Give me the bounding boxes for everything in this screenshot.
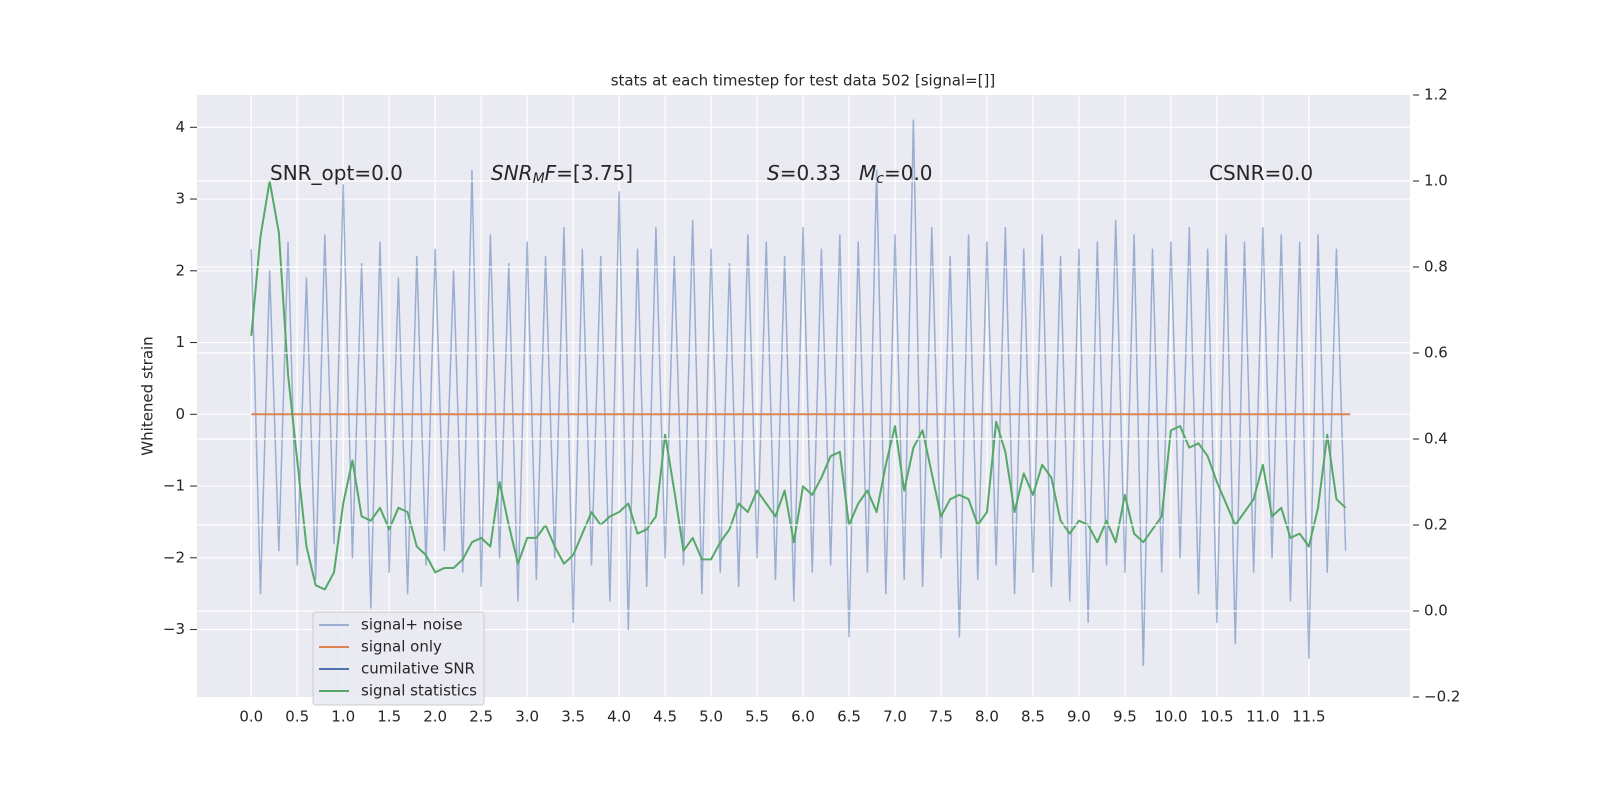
annotation-part: SNR xyxy=(491,161,533,185)
annotation-part: =[3.75] xyxy=(556,161,633,185)
x-tick-label: 0.0 xyxy=(239,708,263,726)
x-tick-label: 4.5 xyxy=(653,708,677,726)
y-axis-label: Whitened strain xyxy=(139,336,157,455)
y-tick-label: 2 xyxy=(175,261,185,279)
x-tick-label: 7.0 xyxy=(883,708,907,726)
y-tick-label: 4 xyxy=(175,118,185,136)
x-tick-label: 11.5 xyxy=(1292,708,1325,726)
annotation-part: M xyxy=(533,171,545,187)
y2-tick-label: 0.4 xyxy=(1424,430,1448,448)
x-tick-label: 6.0 xyxy=(791,708,815,726)
annotation-part: F xyxy=(545,161,557,185)
annotation-part: =0.0 xyxy=(884,161,933,185)
annotation: SNR_opt=0.0 xyxy=(270,161,403,185)
x-tick-label: 2.5 xyxy=(469,708,493,726)
x-tick-label: 10.0 xyxy=(1154,708,1187,726)
x-tick-label: 8.0 xyxy=(975,708,999,726)
legend-label: cumilative SNR xyxy=(361,660,475,678)
y2-tick-label: 0.2 xyxy=(1424,516,1448,534)
x-tick-label: 3.0 xyxy=(515,708,539,726)
annotation: SNRMF=[3.75] xyxy=(491,161,633,188)
y2-tick-label: 0.8 xyxy=(1424,258,1448,276)
x-tick-label: 1.5 xyxy=(377,708,401,726)
x-tick-label: 9.5 xyxy=(1113,708,1137,726)
annotation-part: S xyxy=(767,161,780,185)
annotation-part: =0.33 xyxy=(780,161,841,185)
y2-tick-label: 0.6 xyxy=(1424,344,1448,362)
legend-label: signal only xyxy=(361,638,442,656)
y2-tick-label: −0.2 xyxy=(1424,688,1460,706)
x-tick-label: 1.0 xyxy=(331,708,355,726)
chart-title: stats at each timestep for test data 502… xyxy=(611,72,996,90)
annotation: Mc=0.0 xyxy=(859,161,933,188)
x-tick-label: 8.5 xyxy=(1021,708,1045,726)
legend-label: signal statistics xyxy=(361,682,477,700)
x-tick-label: 11.0 xyxy=(1246,708,1279,726)
annotation: S=0.33 xyxy=(767,161,841,185)
x-tick-label: 5.5 xyxy=(745,708,769,726)
x-tick-label: 0.5 xyxy=(285,708,309,726)
y-tick-label: −2 xyxy=(163,548,185,566)
legend-box xyxy=(312,611,485,706)
annotation-part: CSNR=0.0 xyxy=(1209,161,1313,185)
y-tick-label: −3 xyxy=(163,620,185,638)
x-tick-label: 2.0 xyxy=(423,708,447,726)
x-tick-label: 4.0 xyxy=(607,708,631,726)
annotation: CSNR=0.0 xyxy=(1209,161,1313,185)
annotation-part: SNR_opt=0.0 xyxy=(270,161,403,185)
x-tick-label: 10.5 xyxy=(1200,708,1233,726)
y2-tick-label: 1.2 xyxy=(1424,86,1448,104)
y2-tick-label: 0.0 xyxy=(1424,602,1448,620)
x-tick-label: 6.5 xyxy=(837,708,861,726)
y-tick-label: 3 xyxy=(175,190,185,208)
series-line xyxy=(250,180,1347,591)
annotation-part: c xyxy=(876,171,884,187)
x-tick-label: 7.5 xyxy=(929,708,953,726)
x-tick-label: 9.0 xyxy=(1067,708,1091,726)
y-tick-label: 0 xyxy=(175,405,185,423)
x-tick-label: 3.5 xyxy=(561,708,585,726)
y2-tick-label: 1.0 xyxy=(1424,172,1448,190)
x-tick-label: 5.0 xyxy=(699,708,723,726)
y-tick-label: −1 xyxy=(163,477,185,495)
legend-label: signal+ noise xyxy=(361,616,463,634)
y-tick-label: 1 xyxy=(175,333,185,351)
annotation-part: M xyxy=(859,161,876,185)
